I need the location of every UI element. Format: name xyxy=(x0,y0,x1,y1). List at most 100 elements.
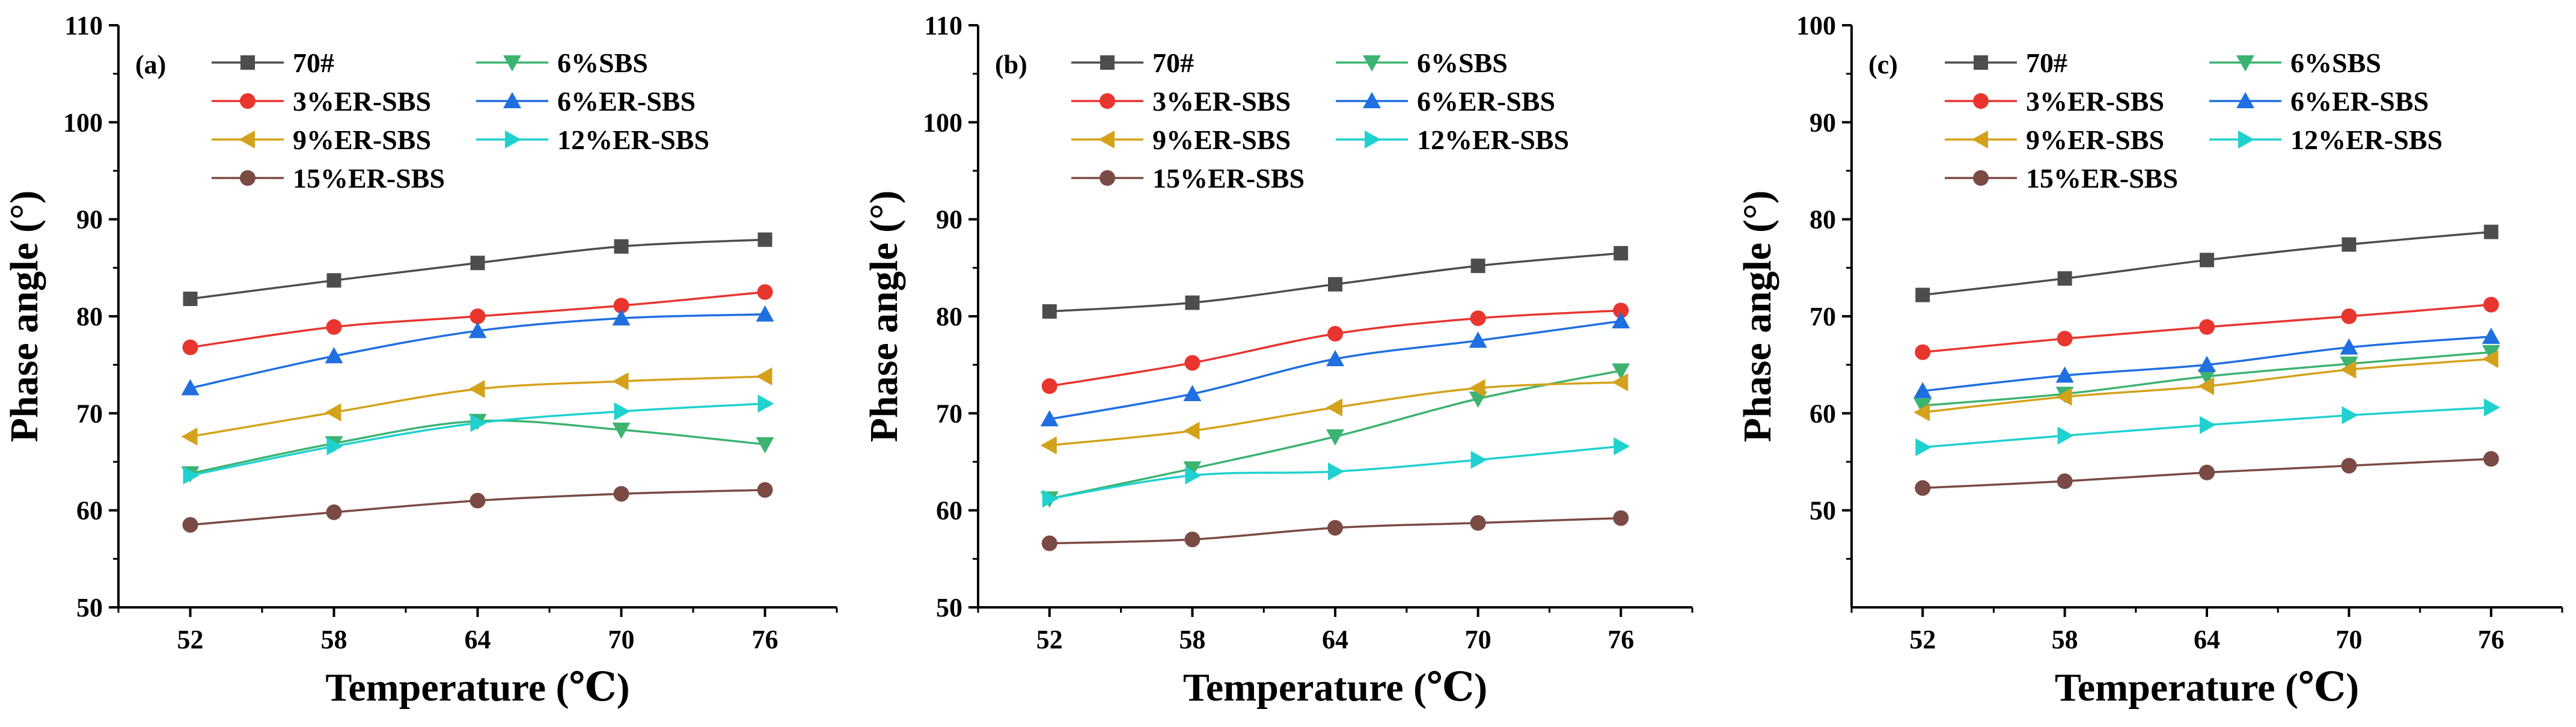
data-point xyxy=(2199,319,2215,335)
data-point xyxy=(468,380,485,398)
legend-label: 3%ER-SBS xyxy=(1152,86,1291,117)
legend-label: 12%ER-SBS xyxy=(1417,124,1569,155)
data-point xyxy=(470,414,487,432)
series-9pcter-sbs xyxy=(181,367,772,446)
legend-label: 15%ER-SBS xyxy=(293,163,445,194)
data-point xyxy=(2341,458,2357,474)
series-70num xyxy=(1042,246,1629,319)
data-point xyxy=(325,403,341,422)
legend-marker xyxy=(1100,55,1115,70)
data-point xyxy=(182,517,198,533)
y-tick-label: 90 xyxy=(76,205,103,235)
data-point xyxy=(1184,532,1201,548)
series-15pcter-sbs xyxy=(1915,451,2499,496)
legend-item-15pcter-sbs: 15%ER-SBS xyxy=(1945,163,2178,194)
data-point xyxy=(1183,385,1202,402)
x-tick-label: 58 xyxy=(1179,625,1205,654)
legend-item-6pcter-sbs: 6%ER-SBS xyxy=(1336,86,1555,117)
legend-marker xyxy=(2238,130,2254,149)
data-point xyxy=(613,486,629,502)
legend: 70# 6%SBS 3%ER-SBS 6%ER-SBS 9%ER-SBS 12%ER-SB… xyxy=(212,48,709,194)
data-point xyxy=(1470,310,1486,327)
legend-label: 6%SBS xyxy=(557,48,648,78)
data-point xyxy=(2340,360,2357,379)
data-point xyxy=(1914,403,1930,422)
data-point xyxy=(1914,382,1932,399)
legend-item-9pcter-sbs: 9%ER-SBS xyxy=(1945,124,2164,155)
panel-label: (b) xyxy=(995,50,1027,79)
y-tick-label: 110 xyxy=(64,11,103,40)
data-point xyxy=(1469,331,1487,348)
data-point xyxy=(1184,355,1201,371)
legend-item-12pcter-sbs: 12%ER-SBS xyxy=(1336,124,1569,155)
data-point xyxy=(1614,246,1629,261)
x-tick-label: 64 xyxy=(2194,625,2220,654)
data-point xyxy=(326,273,341,288)
data-point xyxy=(326,319,342,335)
data-point xyxy=(1613,510,1629,526)
data-point xyxy=(2483,296,2499,313)
series-3pcter-sbs xyxy=(1915,296,2499,360)
legend-item-6pcter-sbs: 6%ER-SBS xyxy=(2209,86,2429,117)
legend-label: 70# xyxy=(2026,48,2067,78)
data-point xyxy=(1183,461,1202,478)
legend-item-15pcter-sbs: 15%ER-SBS xyxy=(212,163,445,194)
legend-label: 6%ER-SBS xyxy=(2290,86,2429,117)
data-point xyxy=(326,504,342,520)
data-point xyxy=(1612,363,1630,380)
data-point xyxy=(2341,308,2357,324)
data-point xyxy=(2482,345,2500,361)
legend-marker xyxy=(1098,130,1115,149)
x-axis-title: Temperature (℃) xyxy=(2055,666,2359,710)
data-point xyxy=(470,308,486,324)
data-point xyxy=(2342,237,2357,252)
legend-label: 70# xyxy=(1152,48,1194,78)
legend-label: 12%ER-SBS xyxy=(2290,124,2443,155)
data-point xyxy=(757,482,773,498)
y-tick-label: 70 xyxy=(76,399,103,428)
legend-item-6pcter-sbs: 6%ER-SBS xyxy=(476,86,696,117)
data-point xyxy=(1326,429,1344,446)
data-point xyxy=(181,379,200,396)
data-point xyxy=(1327,326,1343,342)
series-15pcter-sbs xyxy=(1041,510,1629,551)
x-tick-label: 70 xyxy=(2336,625,2362,654)
y-tick-label: 60 xyxy=(76,496,103,526)
data-point xyxy=(325,347,343,364)
y-tick-label: 100 xyxy=(923,108,962,137)
y-tick-label: 80 xyxy=(1810,205,1836,235)
legend-marker xyxy=(240,55,255,70)
legend-item-3pcter-sbs: 3%ER-SBS xyxy=(1945,86,2164,117)
data-point xyxy=(468,322,487,339)
data-point xyxy=(1042,304,1057,319)
data-point xyxy=(756,367,772,386)
legend-item-6pctsbs: 6%SBS xyxy=(1336,48,1508,78)
data-point xyxy=(1470,259,1485,274)
data-point xyxy=(2198,369,2216,386)
legend-item-6pctsbs: 6%SBS xyxy=(476,48,648,78)
y-tick-label: 60 xyxy=(936,496,962,526)
data-point xyxy=(2198,355,2216,372)
legend-marker xyxy=(1363,55,1381,72)
data-point xyxy=(1613,302,1629,319)
y-axis-title: Phase angle (°) xyxy=(1736,191,1779,443)
series-70num xyxy=(183,232,772,306)
data-point xyxy=(1915,344,1931,360)
data-point xyxy=(1614,437,1630,456)
x-axis-title: Temperature (℃) xyxy=(325,666,629,710)
y-tick-label: 70 xyxy=(936,399,962,428)
data-point xyxy=(2057,473,2073,489)
data-point xyxy=(1041,535,1057,551)
legend-label: 12%ER-SBS xyxy=(557,124,709,155)
data-point xyxy=(2057,426,2074,445)
legend: 70# 6%SBS 3%ER-SBS 6%ER-SBS 9%ER-SBS 12%ER-SB… xyxy=(1945,48,2443,194)
legend-label: 3%ER-SBS xyxy=(2026,86,2164,117)
legend-marker xyxy=(1973,93,1989,109)
panel-label: (c) xyxy=(1868,50,1898,79)
panel-b: 50 60 70 80 90 100 110 52 58 64 70 76 Temperature (℃… xyxy=(862,11,1693,710)
x-tick-label: 52 xyxy=(1909,625,1936,654)
y-tick-label: 80 xyxy=(936,302,962,331)
data-point xyxy=(756,305,774,322)
data-point xyxy=(612,309,631,326)
